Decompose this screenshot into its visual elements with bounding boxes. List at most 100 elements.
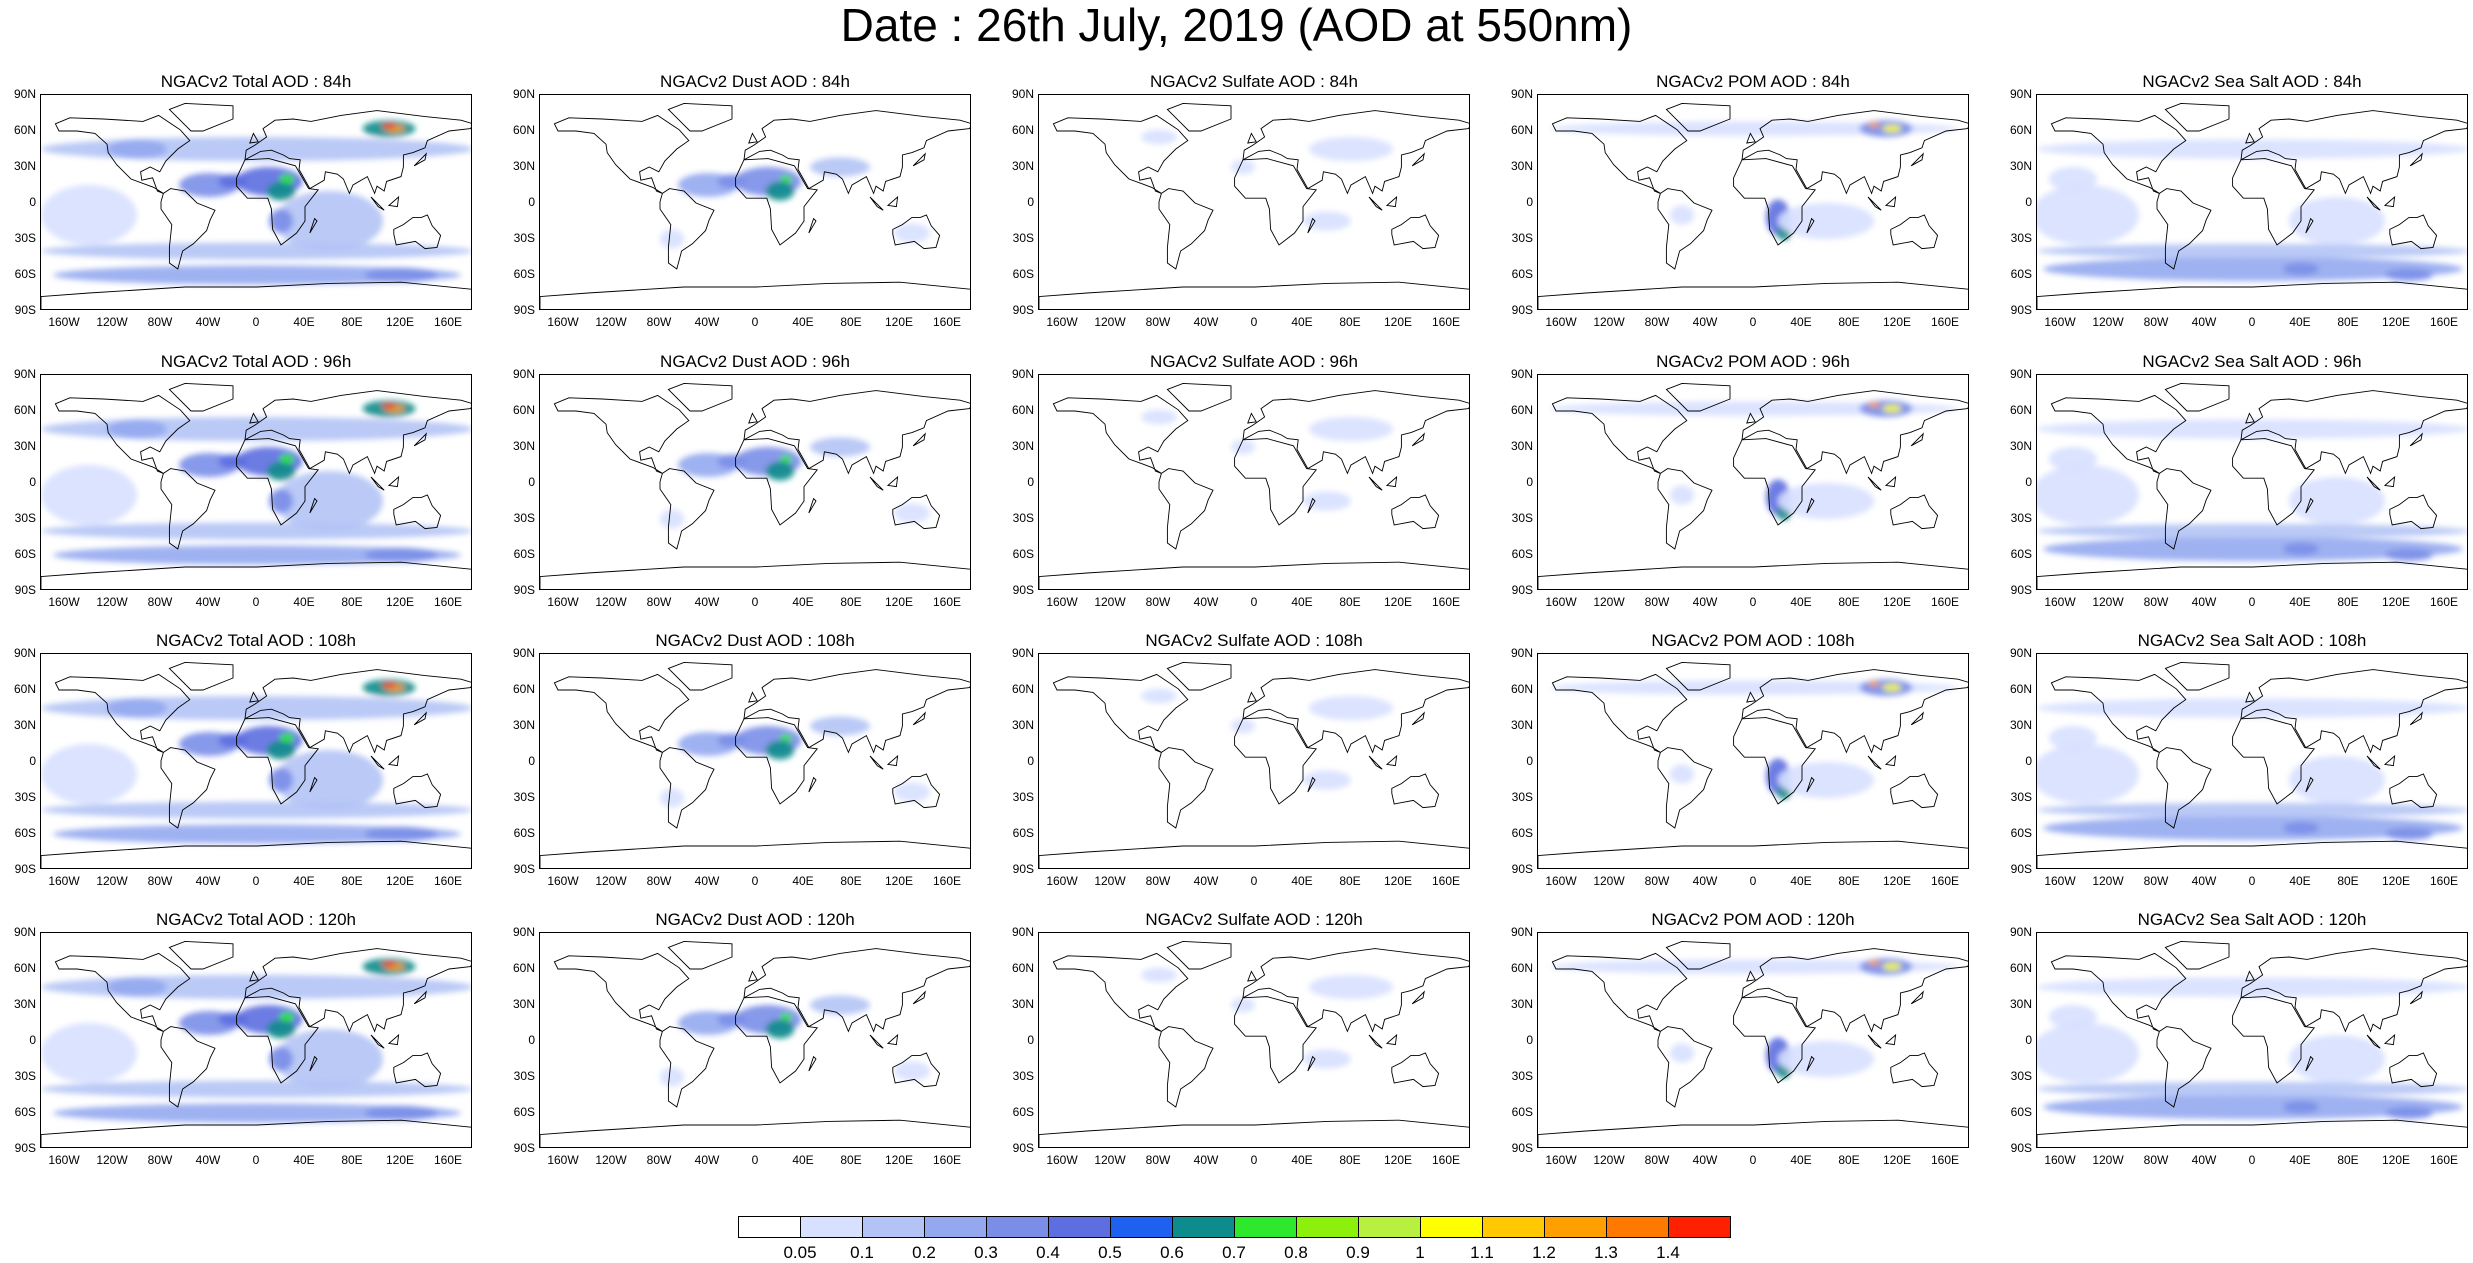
lat-tick-label: 60S [1012, 826, 1034, 840]
lon-tick-label: 0 [1749, 595, 1757, 609]
coastline [1052, 673, 1189, 753]
coastline [2050, 394, 2187, 474]
lon-tick-label: 40E [1291, 1153, 1313, 1167]
lon-tick-label: 0 [1250, 874, 1258, 888]
lat-tick-label: 30S [14, 231, 36, 245]
aod-field [894, 1061, 930, 1081]
map-panel-seasalt: NGACv2 Sea Salt AOD : 96h [2036, 352, 2468, 600]
lon-tick-label: 40W [195, 595, 221, 609]
lat-tick-label: 90N [512, 646, 535, 660]
map-panel-sulfate: NGACv2 Sulfate AOD : 84h [1038, 72, 1470, 320]
aod-field [365, 826, 437, 842]
lon-tick-label: 120W [1094, 1153, 1126, 1167]
coastline [413, 711, 427, 726]
lon-tick-label: 40E [2289, 315, 2311, 329]
lon-tick-label: 0 [1250, 1153, 1258, 1167]
lon-tick-label: 160W [2044, 595, 2076, 609]
lat-tick-label: 60S [1511, 826, 1533, 840]
lon-tick-label: 160W [1545, 1153, 1577, 1167]
coastline [2240, 669, 2467, 754]
lon-tick-label: 40E [1790, 1153, 1812, 1167]
lat-tick-label: 90S [14, 862, 36, 876]
aod-map [1538, 661, 1968, 868]
lon-tick-label: 160W [1046, 1153, 1078, 1167]
map-panel-dust: NGACv2 Dust AOD : 108h [539, 631, 971, 879]
lat-tick-label: 60N [1510, 403, 1533, 417]
aod-field [2283, 1101, 2319, 1113]
aod-field [660, 509, 684, 529]
aod-map [1039, 102, 1469, 309]
coastline [1910, 432, 1924, 447]
aod-field [810, 995, 870, 1015]
lon-tick-label: 40E [792, 874, 814, 888]
coastline [2156, 747, 2212, 829]
lon-tick-label: 80E [840, 595, 862, 609]
lat-tick-label: 0 [29, 195, 36, 209]
lon-tick-label: 40E [293, 315, 315, 329]
lon-tick-label: 160W [547, 874, 579, 888]
lon-tick-label: 0 [1250, 595, 1258, 609]
lat-tick-label: 60S [1511, 547, 1533, 561]
coastline [1039, 281, 1469, 309]
map-frame [40, 94, 472, 310]
aod-field [894, 503, 930, 523]
lon-tick-label: 80E [341, 874, 363, 888]
aod-field [266, 740, 296, 760]
lat-tick-label: 60N [13, 961, 36, 975]
lon-tick-label: 160E [2429, 874, 2459, 888]
aod-field [2289, 1035, 2385, 1083]
aod-field [1550, 680, 1958, 695]
map-panel-dust: NGACv2 Dust AOD : 84h [539, 72, 971, 320]
colorbar: 0.05 0.1 0.2 0.3 0.4 0.5 0.6 0.7 0.8 0.9 1 1.1 1.2 1.… [0, 1216, 2473, 1262]
lon-tick-label: 40W [195, 315, 221, 329]
coastline [41, 840, 471, 868]
map-panel-total: NGACv2 Total AOD : 84h [40, 72, 472, 320]
lat-tick-label: 30S [2010, 790, 2032, 804]
aod-field [2043, 1095, 2463, 1119]
lon-tick-label: 80E [840, 315, 862, 329]
aod-field [1231, 997, 1255, 1013]
lon-tick-label: 120E [884, 595, 914, 609]
aod-field [381, 961, 397, 967]
coastline [735, 158, 819, 246]
lat-tick-label: 60N [2009, 961, 2032, 975]
lon-tick-label: 80W [147, 1153, 173, 1167]
coastline [1391, 1052, 1440, 1088]
lat-tick-label: 60S [14, 826, 36, 840]
lon-tick-label: 120E [385, 315, 415, 329]
coastline [41, 1119, 471, 1147]
lat-tick-label: 30N [2009, 997, 2032, 1011]
coastline [309, 1055, 318, 1072]
lat-tick-label: 90S [513, 1141, 535, 1155]
lon-tick-label: 120W [1593, 595, 1625, 609]
coastline [2383, 754, 2396, 767]
aod-field [2049, 1005, 2097, 1029]
coastline [667, 382, 733, 412]
aod-field [41, 1080, 471, 1098]
lon-tick-label: 120W [96, 1153, 128, 1167]
lon-tick-label: 0 [2248, 315, 2256, 329]
lon-tick-label: 40W [2191, 595, 2217, 609]
coastline [1307, 1055, 1316, 1072]
panel-title: NGACv2 Dust AOD : 108h [655, 631, 855, 650]
lat-tick-label: 60S [14, 1105, 36, 1119]
colorbar-swatch [1048, 1216, 1111, 1238]
lon-tick-label: 80W [646, 874, 672, 888]
coastline [244, 110, 471, 195]
lon-tick-label: 40W [1692, 874, 1718, 888]
coastline [2409, 990, 2423, 1005]
lat-tick-label: 30N [1011, 439, 1034, 453]
lon-tick-label: 0 [1749, 874, 1757, 888]
panel-title: NGACv2 Dust AOD : 120h [655, 910, 855, 929]
aod-field [1868, 402, 1880, 408]
lon-tick-label: 160E [433, 315, 463, 329]
lat-tick-label: 90S [1012, 1141, 1034, 1155]
map-panel-sulfate: NGACv2 Sulfate AOD : 108h [1038, 631, 1470, 879]
aod-field [1670, 485, 1694, 505]
panel-title: NGACv2 POM AOD : 120h [1651, 910, 1855, 929]
coastline [1234, 996, 1318, 1084]
map-panel-pom: NGACv2 POM AOD : 120h [1537, 910, 1969, 1158]
lat-tick-label: 0 [528, 475, 535, 489]
coastline [886, 1033, 899, 1046]
coastline [892, 1052, 941, 1088]
